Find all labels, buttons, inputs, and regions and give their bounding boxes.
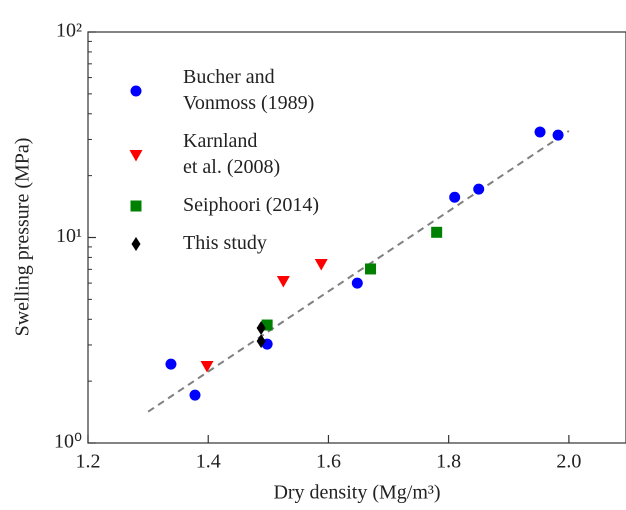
trend-line <box>147 130 570 413</box>
y-tick-label: 10¹ <box>56 225 82 247</box>
legend-label: Bucher and Vonmoss (1989) <box>183 66 314 114</box>
x-tick-label: 1.6 <box>316 451 341 473</box>
marker <box>165 358 177 370</box>
marker <box>261 319 273 331</box>
x-tick-label: 1.4 <box>196 451 221 473</box>
marker <box>552 129 564 141</box>
marker <box>256 334 266 349</box>
marker <box>365 263 377 275</box>
y-axis-label: Swelling pressure (MPa) <box>12 138 34 337</box>
x-tick-label: 1.8 <box>436 451 461 473</box>
x-tick-label: 2.0 <box>556 451 581 473</box>
legend-label: This study <box>183 232 267 254</box>
legend-marker <box>129 150 143 162</box>
y-tick-label: 10⁰ <box>54 431 82 453</box>
legend-marker <box>131 237 141 251</box>
marker <box>200 360 214 373</box>
marker <box>314 259 328 271</box>
legend-marker <box>130 85 142 97</box>
x-tick-label: 1.2 <box>76 451 101 473</box>
marker <box>276 276 290 288</box>
marker <box>189 389 201 401</box>
marker <box>534 126 546 138</box>
y-tick-label: 10² <box>56 20 82 42</box>
legend-label: Seiphoori (2014) <box>183 194 319 216</box>
marker <box>449 191 461 203</box>
marker <box>256 320 266 335</box>
plot-frame <box>87 31 626 444</box>
marker <box>351 277 363 289</box>
x-axis-label: Dry density (Mg/m³) <box>273 482 440 504</box>
marker <box>431 226 443 238</box>
marker <box>473 183 485 195</box>
legend-marker <box>130 200 142 212</box>
legend-label: Karnland et al. (2008) <box>183 130 280 178</box>
